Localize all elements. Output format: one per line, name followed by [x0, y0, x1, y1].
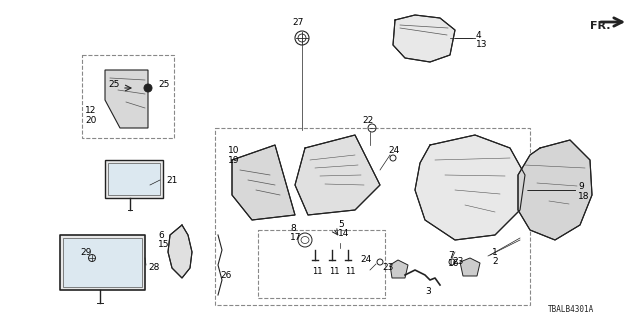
Polygon shape: [390, 260, 408, 278]
Text: TBALB4301A: TBALB4301A: [548, 306, 595, 315]
Bar: [105, 160, 163, 198]
Text: 24: 24: [360, 255, 371, 265]
Ellipse shape: [144, 84, 152, 92]
Text: 2: 2: [492, 257, 498, 266]
Text: 4: 4: [476, 30, 482, 39]
Text: 13: 13: [476, 39, 488, 49]
Text: 20: 20: [85, 116, 97, 124]
Text: 11: 11: [345, 268, 355, 276]
Text: 7: 7: [448, 251, 454, 260]
Text: 21: 21: [166, 175, 177, 185]
Text: 26: 26: [220, 270, 232, 279]
Text: 18: 18: [578, 191, 589, 201]
Text: 25: 25: [108, 79, 120, 89]
Text: FR.: FR.: [590, 21, 611, 31]
Polygon shape: [168, 225, 192, 278]
Text: 1: 1: [492, 247, 498, 257]
Polygon shape: [295, 135, 380, 215]
Text: 11: 11: [329, 268, 339, 276]
Text: 3: 3: [425, 287, 431, 297]
Text: 5: 5: [338, 220, 344, 228]
Bar: [82, 55, 174, 138]
Text: 6: 6: [158, 230, 164, 239]
Bar: [215, 128, 530, 305]
Text: 25: 25: [158, 79, 170, 89]
Polygon shape: [460, 258, 480, 276]
Text: 12: 12: [85, 106, 97, 115]
Text: 16: 16: [448, 260, 460, 268]
Bar: [60, 235, 145, 290]
Text: 9: 9: [578, 181, 584, 190]
Text: 24: 24: [388, 146, 399, 155]
Bar: [63, 238, 142, 287]
Polygon shape: [105, 70, 148, 128]
Polygon shape: [393, 15, 455, 62]
Bar: [258, 230, 385, 298]
Text: 29: 29: [80, 247, 92, 257]
Text: 10: 10: [228, 146, 239, 155]
Bar: [108, 163, 160, 195]
Text: 8: 8: [290, 223, 296, 233]
Text: 22: 22: [362, 116, 374, 124]
Text: 17: 17: [290, 233, 301, 242]
Text: 15: 15: [158, 239, 170, 249]
Text: 27: 27: [292, 18, 304, 27]
Text: 23: 23: [452, 258, 463, 267]
Polygon shape: [415, 135, 525, 240]
Text: 23: 23: [382, 263, 394, 273]
Text: 11: 11: [312, 268, 323, 276]
Text: 19: 19: [228, 156, 239, 164]
Polygon shape: [232, 145, 295, 220]
Polygon shape: [518, 140, 592, 240]
Text: 28: 28: [148, 263, 159, 273]
Text: 14: 14: [338, 228, 349, 237]
